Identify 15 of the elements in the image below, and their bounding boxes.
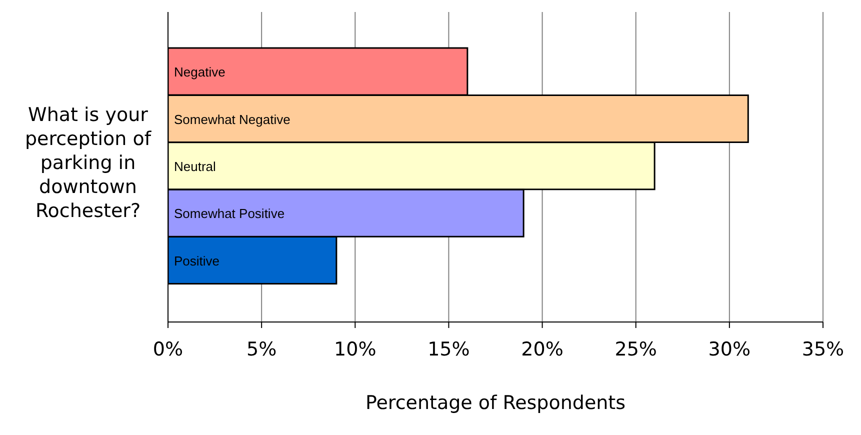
y-tick-label: Negative xyxy=(174,64,226,80)
y-axis-title: What is your perception of parking in downtown Rochester? xyxy=(24,104,152,222)
x-tick-label: 5% xyxy=(246,338,277,360)
x-tick-label: 30% xyxy=(708,338,751,360)
x-tick-label: 10% xyxy=(334,338,376,360)
x-tick-label: 25% xyxy=(614,338,657,360)
y-tick-label: Neutral xyxy=(174,159,216,174)
x-axis-title: Percentage of Respondents xyxy=(365,392,626,414)
x-tick-label: 15% xyxy=(428,338,470,360)
x-tick-label: 0% xyxy=(152,338,184,360)
y-tick-label: Somewhat Negative xyxy=(174,112,290,127)
x-tick-label: 20% xyxy=(521,338,564,360)
y-tick-label: Somewhat Positive xyxy=(174,206,285,222)
x-tick-label: 35% xyxy=(802,338,844,360)
y-tick-label: Positive xyxy=(174,253,220,268)
